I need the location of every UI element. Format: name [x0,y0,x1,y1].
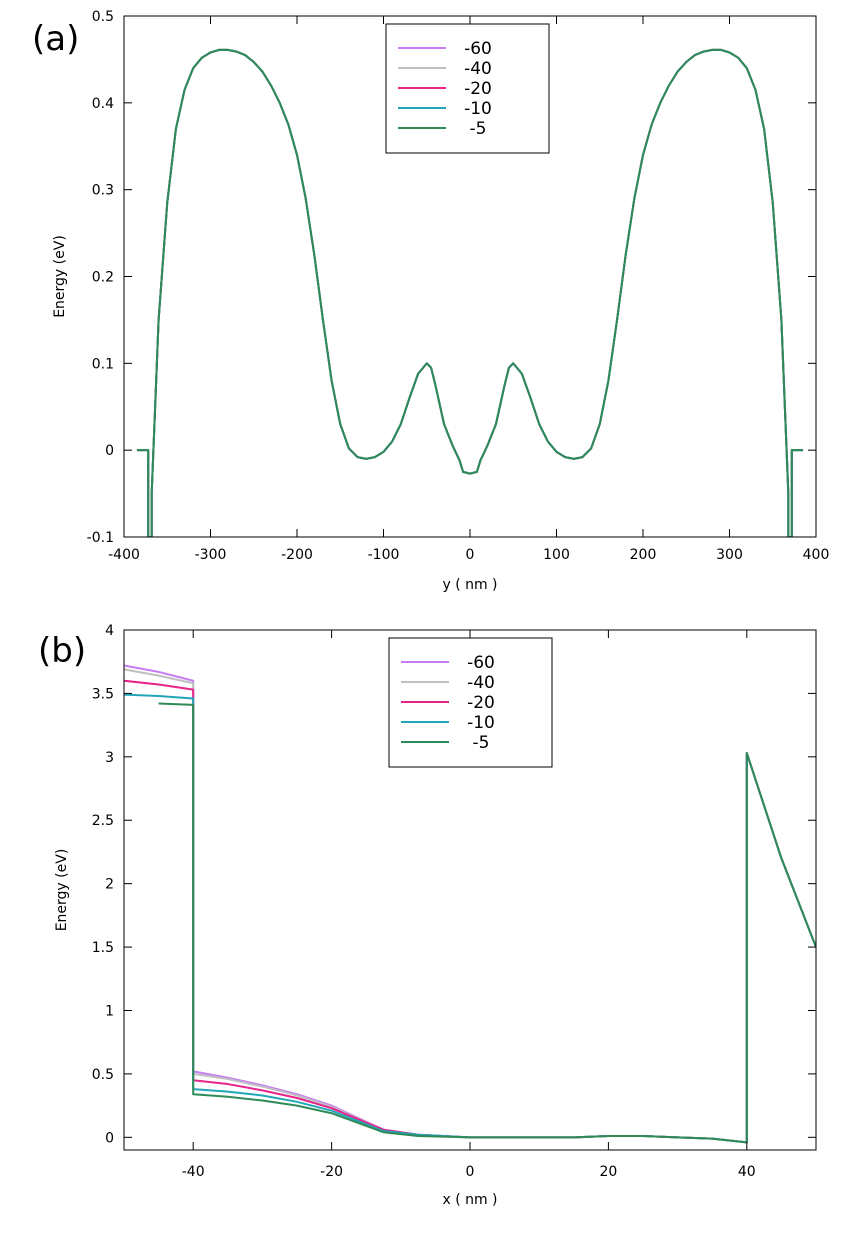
y-tick-label: 0 [105,1130,114,1146]
x-tick-label: 20 [599,1164,617,1180]
legend-label: -20 [464,79,492,99]
x-tick-label: -40 [182,1164,205,1180]
legend-label: -10 [467,713,495,733]
y-tick-label: 0.3 [92,183,114,199]
legend-label: -5 [473,733,490,753]
legend-label: -20 [467,693,495,713]
y-tick-label: 2.5 [92,813,114,829]
series-line-a-neg5 [136,48,804,537]
y-tick-label: -0.1 [87,530,114,546]
y-tick-label: 3 [105,750,114,766]
legend-label: -10 [464,99,492,119]
x-tick-label: 0 [466,547,475,563]
y-tick-label: 3.5 [92,686,114,702]
legend-label: -60 [464,39,492,59]
y-axis-title: Energy (eV) [54,849,70,932]
y-tick-label: 4 [105,623,114,639]
x-tick-label: 300 [716,547,743,563]
legend: -60-40-20-10-5 [388,637,553,768]
chart-panel-a: -400 -300 -200 -100 0 100 200 300 400 -0.1 0 0.1 0.2… [52,9,829,593]
x-tick-label: -20 [320,1164,343,1180]
x-axis-title: x ( nm ) [442,1192,497,1208]
y-tick-label: 0.5 [92,9,114,25]
y-tick-label: 1 [105,1003,114,1019]
y-tick-label: 0.2 [92,270,114,286]
x-tick-label: 100 [543,547,570,563]
y-tick-label: 0.4 [92,96,114,112]
x-tick-label: 200 [630,547,657,563]
y-tick-label: 2 [105,877,114,893]
panel-label-a: (a) [32,19,79,59]
x-tick-label: 400 [803,547,830,563]
series-line-b-neg5 [158,702,816,1144]
legend: -60-40-20-10-5 [385,23,550,154]
legend-label: -5 [470,119,487,139]
y-tick-label: 0 [105,443,114,459]
y-tick-label: 0.1 [92,356,114,372]
x-tick-label: 0 [466,1164,475,1180]
panel-label-b: (b) [38,631,86,671]
legend-label: -60 [467,653,495,673]
x-tick-label: 40 [738,1164,756,1180]
x-tick-label: -200 [281,547,313,563]
x-tick-label: -100 [368,547,400,563]
x-tick-label: -400 [108,547,140,563]
y-tick-label: 0.5 [92,1067,114,1083]
legend-label: -40 [467,673,495,693]
y-tick-label: 1.5 [92,940,114,956]
x-axis-title: y ( nm ) [442,577,497,593]
x-tick-label: -300 [195,547,227,563]
y-axis-title: Energy (eV) [52,235,68,318]
legend-label: -40 [464,59,492,79]
